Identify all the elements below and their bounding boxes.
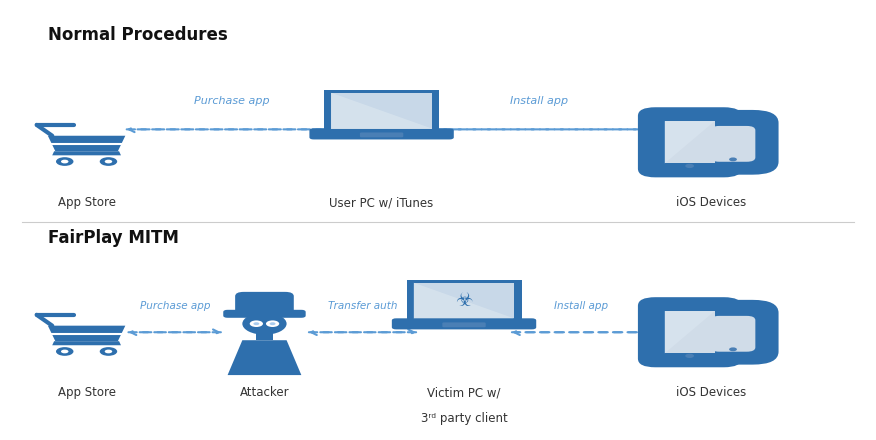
Text: FairPlay MITM: FairPlay MITM <box>47 229 179 247</box>
FancyBboxPatch shape <box>442 323 485 327</box>
Circle shape <box>105 160 112 163</box>
Polygon shape <box>665 121 715 163</box>
FancyBboxPatch shape <box>392 318 536 330</box>
Text: Transfer auth: Transfer auth <box>328 301 397 311</box>
Circle shape <box>685 354 694 358</box>
Text: iOS Devices: iOS Devices <box>676 386 746 399</box>
Text: iOS Devices: iOS Devices <box>676 196 746 209</box>
FancyBboxPatch shape <box>710 126 755 162</box>
Circle shape <box>253 322 259 325</box>
Polygon shape <box>228 340 301 375</box>
Circle shape <box>61 350 68 353</box>
Text: App Store: App Store <box>58 386 116 399</box>
FancyBboxPatch shape <box>324 90 439 131</box>
Polygon shape <box>53 341 121 345</box>
Circle shape <box>729 348 737 351</box>
Circle shape <box>729 158 737 161</box>
Circle shape <box>100 347 117 356</box>
Polygon shape <box>665 311 715 353</box>
Text: Purchase app: Purchase app <box>140 301 210 311</box>
Polygon shape <box>331 93 432 128</box>
Polygon shape <box>256 332 273 340</box>
FancyBboxPatch shape <box>688 300 779 365</box>
Polygon shape <box>665 311 715 353</box>
Polygon shape <box>53 151 121 155</box>
Polygon shape <box>331 93 432 128</box>
Circle shape <box>266 320 279 327</box>
FancyBboxPatch shape <box>309 128 454 139</box>
Text: User PC w/ iTunes: User PC w/ iTunes <box>329 196 434 209</box>
Circle shape <box>100 157 117 166</box>
Polygon shape <box>413 283 514 319</box>
Circle shape <box>61 160 68 163</box>
FancyBboxPatch shape <box>360 132 403 137</box>
Circle shape <box>105 350 112 353</box>
Circle shape <box>56 347 74 356</box>
Text: Victim PC w/: Victim PC w/ <box>427 386 501 399</box>
FancyBboxPatch shape <box>638 297 741 367</box>
FancyBboxPatch shape <box>406 279 521 321</box>
Circle shape <box>56 157 74 166</box>
Circle shape <box>685 164 694 168</box>
Text: ☣: ☣ <box>456 291 473 310</box>
FancyBboxPatch shape <box>688 110 779 175</box>
Polygon shape <box>48 326 125 341</box>
Text: Install app: Install app <box>555 301 608 311</box>
Text: Install app: Install app <box>511 95 569 106</box>
Circle shape <box>270 322 276 325</box>
Text: Purchase app: Purchase app <box>194 95 269 106</box>
Polygon shape <box>48 136 125 151</box>
Text: App Store: App Store <box>58 196 116 209</box>
FancyBboxPatch shape <box>638 107 741 177</box>
Circle shape <box>250 320 263 327</box>
Circle shape <box>243 313 286 335</box>
FancyBboxPatch shape <box>710 316 755 352</box>
Text: 3ʳᵈ party client: 3ʳᵈ party client <box>420 412 507 425</box>
Text: Normal Procedures: Normal Procedures <box>47 26 227 44</box>
Polygon shape <box>665 121 715 163</box>
FancyBboxPatch shape <box>235 292 293 317</box>
FancyBboxPatch shape <box>223 310 306 318</box>
Polygon shape <box>413 283 514 319</box>
Text: Attacker: Attacker <box>240 386 289 399</box>
